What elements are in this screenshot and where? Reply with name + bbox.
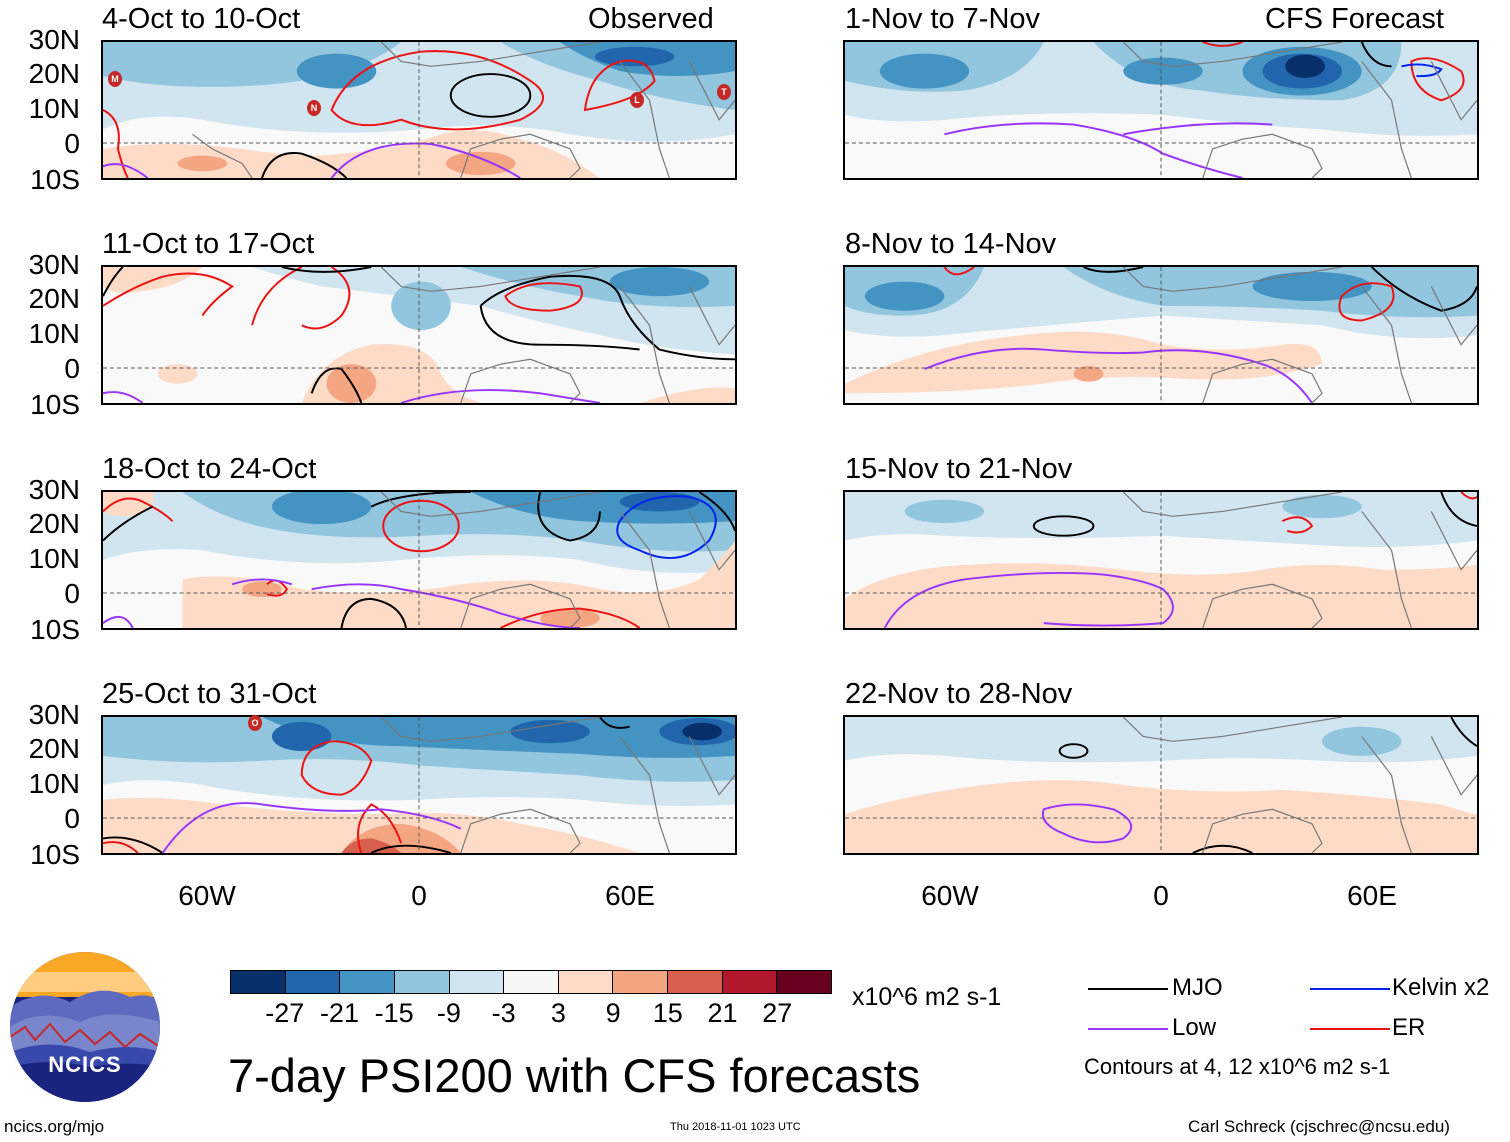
legend-label-kelvin: Kelvin x2 (1392, 974, 1490, 1001)
panel-tag-observed: Observed (588, 3, 714, 35)
lat-label: 30N (28, 249, 80, 280)
lat-label: 10N (28, 93, 80, 124)
map-panel-6 (843, 265, 1479, 405)
colorbar-tick-label: 3 (550, 998, 566, 1028)
lon-label: 60E (1347, 880, 1397, 911)
panel-title-7: 15-Nov to 21-Nov (845, 453, 1073, 485)
panel-title-5: 1-Nov to 7-Nov (845, 3, 1041, 35)
lat-label: 0 (64, 353, 80, 384)
panel-title-6: 8-Nov to 14-Nov (845, 228, 1057, 260)
lat-label: 20N (28, 58, 80, 89)
lon-label: 60W (178, 880, 236, 911)
logo-text: NCICS (48, 1052, 122, 1077)
lon-label: 60E (605, 880, 655, 911)
legend-line-kelvin (1310, 988, 1390, 990)
colorbar-tick-label: 27 (762, 998, 793, 1028)
lat-label: 10S (30, 389, 80, 420)
lat-label: 10S (30, 614, 80, 645)
map-panel-3 (101, 490, 737, 630)
colorbar-swatch (777, 971, 832, 993)
legend-line-er (1310, 1028, 1390, 1030)
colorbar-swatch (231, 971, 286, 993)
lat-label: 20N (28, 283, 80, 314)
lat-label: 20N (28, 508, 80, 539)
footer-site: ncics.org/mjo (4, 1117, 105, 1136)
map-panel-1 (101, 40, 737, 180)
storm-marker-icon: N (307, 100, 321, 116)
colorbar-tick-label: -9 (436, 998, 461, 1028)
lat-label: 10N (28, 768, 80, 799)
panel-title-8: 22-Nov to 28-Nov (845, 678, 1073, 710)
colorbar-swatch (613, 971, 669, 993)
legend-label-low: Low (1172, 1014, 1217, 1041)
panel-title-1: 4-Oct to 10-Oct (102, 3, 301, 35)
panel-title-3: 18-Oct to 24-Oct (102, 453, 317, 485)
lon-label: 0 (1153, 880, 1169, 911)
lat-label: 30N (28, 24, 80, 55)
panel-title-4: 25-Oct to 31-Oct (102, 678, 317, 710)
panel-tag-forecast: CFS Forecast (1265, 3, 1444, 35)
lat-label: 10S (30, 839, 80, 870)
lat-label: 0 (64, 128, 80, 159)
lat-label: 30N (28, 699, 80, 730)
colorbar-tick-label: 15 (652, 998, 683, 1028)
footer-timestamp: Thu 2018-11-01 1023 UTC (670, 1121, 801, 1133)
footer-author: Carl Schreck (cjschrec@ncsu.edu) (1188, 1117, 1450, 1136)
lat-label: 30N (28, 474, 80, 505)
colorbar-tick-label: -3 (491, 998, 516, 1028)
colorbar-tick-label: -21 (319, 998, 359, 1028)
contours-note: Contours at 4, 12 x10^6 m2 s-1 (1084, 1054, 1391, 1079)
lat-label: 0 (64, 578, 80, 609)
legend-line-low (1088, 1028, 1168, 1030)
storm-marker-icon: M (108, 71, 122, 87)
colorbar-tick-label: 21 (707, 998, 738, 1028)
colorbar-swatch (504, 971, 559, 993)
colorbar-swatch (340, 971, 395, 993)
storm-marker-icon: T (717, 84, 731, 100)
lat-label: 10N (28, 543, 80, 574)
map-panel-8 (843, 715, 1479, 855)
storm-marker-icon: L (630, 92, 644, 108)
colorbar-tick-label: 9 (605, 998, 621, 1028)
lat-label: 0 (64, 803, 80, 834)
lon-label: 0 (411, 880, 427, 911)
colorbar-swatch (722, 971, 778, 993)
lat-label: 20N (28, 733, 80, 764)
storm-marker-icon: O (248, 715, 262, 731)
main-title: 7-day PSI200 with CFS forecasts (228, 1049, 921, 1102)
lat-label: 10N (28, 318, 80, 349)
lon-label: 60W (921, 880, 979, 911)
lat-label: 10S (30, 164, 80, 195)
legend-label-er: ER (1392, 1014, 1426, 1041)
map-panel-2 (101, 265, 737, 405)
map-panel-4 (101, 715, 737, 855)
ncics-logo: NCICS (10, 952, 160, 1102)
colorbar-tick-label: -15 (374, 998, 414, 1028)
legend-line-mjo (1088, 988, 1168, 990)
panel-title-2: 11-Oct to 17-Oct (102, 228, 315, 260)
colorbar-swatch (449, 971, 505, 993)
colorbar-swatch (285, 971, 341, 993)
colorbar-swatch (558, 971, 614, 993)
colorbar-swatch (394, 971, 450, 993)
legend-label-mjo: MJO (1172, 974, 1223, 1001)
colorbar-tick-label: -27 (265, 998, 305, 1028)
colorbar-swatch (668, 971, 723, 993)
map-panel-7 (843, 490, 1479, 630)
map-panel-5 (843, 40, 1479, 180)
colorbar-units: x10^6 m2 s-1 (852, 983, 1002, 1011)
colorbar (230, 970, 832, 994)
